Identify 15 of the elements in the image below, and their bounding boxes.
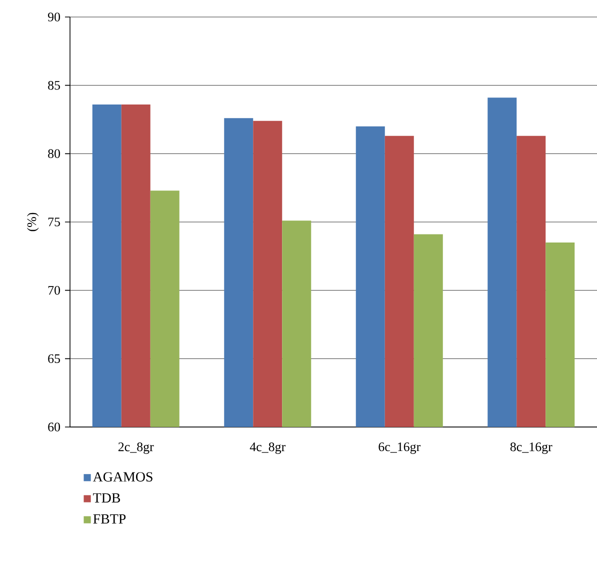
- y-tick-label: 85: [48, 80, 60, 90]
- legend-label: TDB: [93, 493, 120, 503]
- y-tick-label: 75: [48, 218, 60, 226]
- x-tick-label: 6c_16gr: [378, 442, 420, 454]
- x-tick-label: 4c_8gr: [250, 442, 286, 454]
- legend-label: AGAMOS: [92, 472, 152, 482]
- y-tick-label: 65: [48, 354, 60, 364]
- x-tick-label: 8c_16gr: [510, 442, 552, 454]
- y-tick-label: 60: [48, 422, 60, 432]
- legend-label: FBTP: [93, 514, 126, 524]
- y-tick-label: 80: [48, 149, 60, 158]
- y-tick-label: 90: [48, 12, 60, 22]
- x-tick-label: 2c_8gr: [118, 442, 154, 454]
- y-axis-title: (%): [26, 212, 39, 232]
- y-tick-label: 70: [48, 286, 60, 295]
